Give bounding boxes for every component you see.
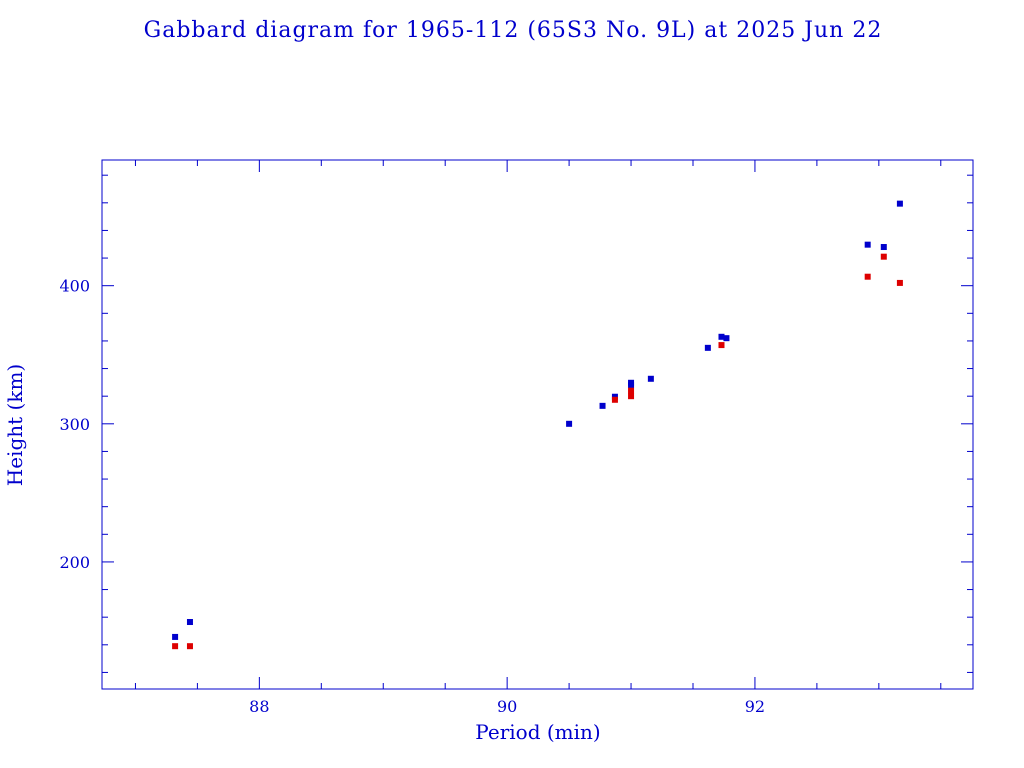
apogee-point [566,420,573,427]
apogee-point [599,402,606,409]
y-axis-label: Height (km) [3,364,27,486]
apogee-point [723,335,730,342]
perigee-point [611,396,618,403]
apogee-point [864,241,871,248]
perigee-point [628,393,635,400]
perigee-point [896,279,903,286]
axis-ticks [102,160,973,689]
x-tick-label: 90 [497,697,517,716]
x-tick-labels: 88 90 92 [249,697,765,716]
apogee-point [718,333,725,340]
plot-frame [101,159,974,690]
perigee-point [186,643,193,650]
x-tick-label: 88 [249,697,269,716]
x-tick-label: 92 [745,697,765,716]
data-points [172,200,903,650]
apogee-point [172,633,179,640]
x-axis-label: Period (min) [475,720,600,744]
apogee-point [896,200,903,207]
perigee-point [880,253,887,260]
apogee-point [647,375,654,382]
y-tick-label: 200 [59,553,90,572]
y-tick-label: 300 [59,415,90,434]
y-tick-label: 400 [59,277,90,296]
perigee-point [718,342,725,349]
apogee-point [628,382,635,389]
perigee-point [172,643,179,650]
apogee-point [880,244,887,251]
y-tick-labels: 200 300 400 [59,277,90,572]
apogee-point [704,344,711,351]
perigee-point [864,273,871,280]
perigee-point [628,387,635,394]
apogee-point [186,619,193,626]
chart-title: Gabbard diagram for 1965-112 (65S3 No. 9… [144,18,883,43]
apogee-point [611,393,618,400]
